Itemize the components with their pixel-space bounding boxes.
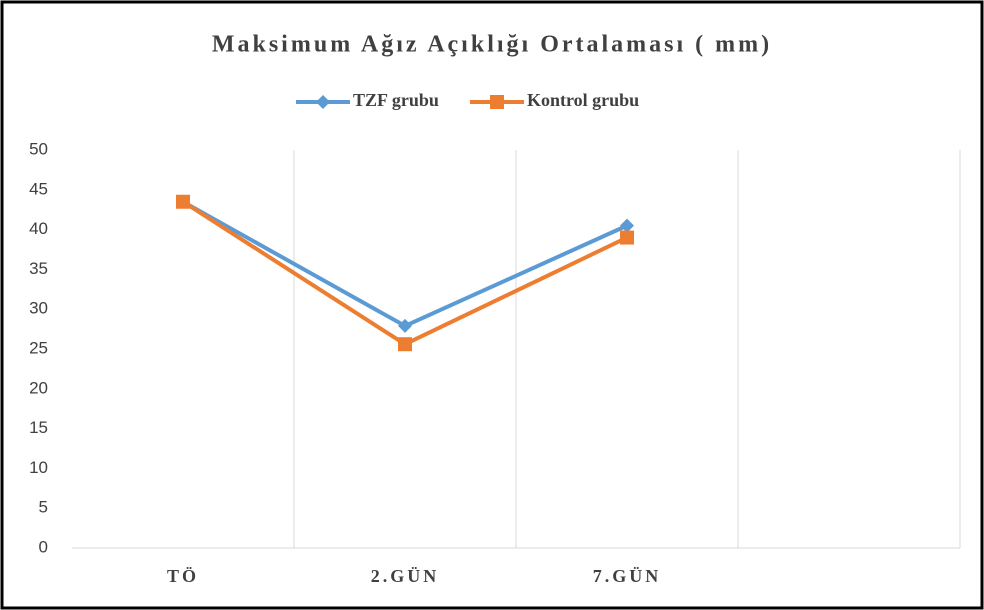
- data-point: [620, 218, 634, 233]
- y-tick-label: 25: [29, 338, 48, 357]
- legend-marker: [490, 95, 504, 109]
- y-tick-label: 45: [29, 179, 48, 198]
- y-tick-label: 40: [29, 219, 48, 238]
- data-point: [398, 337, 412, 352]
- data-point: [176, 194, 190, 209]
- y-tick-label: 35: [29, 259, 48, 278]
- y-tick-label: 30: [29, 299, 48, 318]
- y-tick-label: 10: [29, 458, 48, 477]
- x-tick-label: 7.GÜN: [593, 566, 662, 586]
- x-tick-label: 2.GÜN: [371, 566, 440, 586]
- legend-label: TZF grubu: [353, 90, 439, 110]
- y-tick-label: 0: [39, 537, 48, 556]
- legend-marker: [316, 95, 330, 109]
- data-point: [398, 318, 412, 333]
- y-tick-label: 5: [39, 498, 48, 517]
- x-tick-label: TÖ: [167, 566, 199, 586]
- data-point: [620, 230, 634, 245]
- y-tick-label: 20: [29, 378, 48, 397]
- y-tick-label: 50: [29, 139, 48, 158]
- legend-label: Kontrol grubu: [527, 90, 639, 110]
- y-tick-label: 15: [29, 418, 48, 437]
- chart-title: Maksimum Ağız Açıklığı Ortalaması ( mm): [212, 32, 772, 58]
